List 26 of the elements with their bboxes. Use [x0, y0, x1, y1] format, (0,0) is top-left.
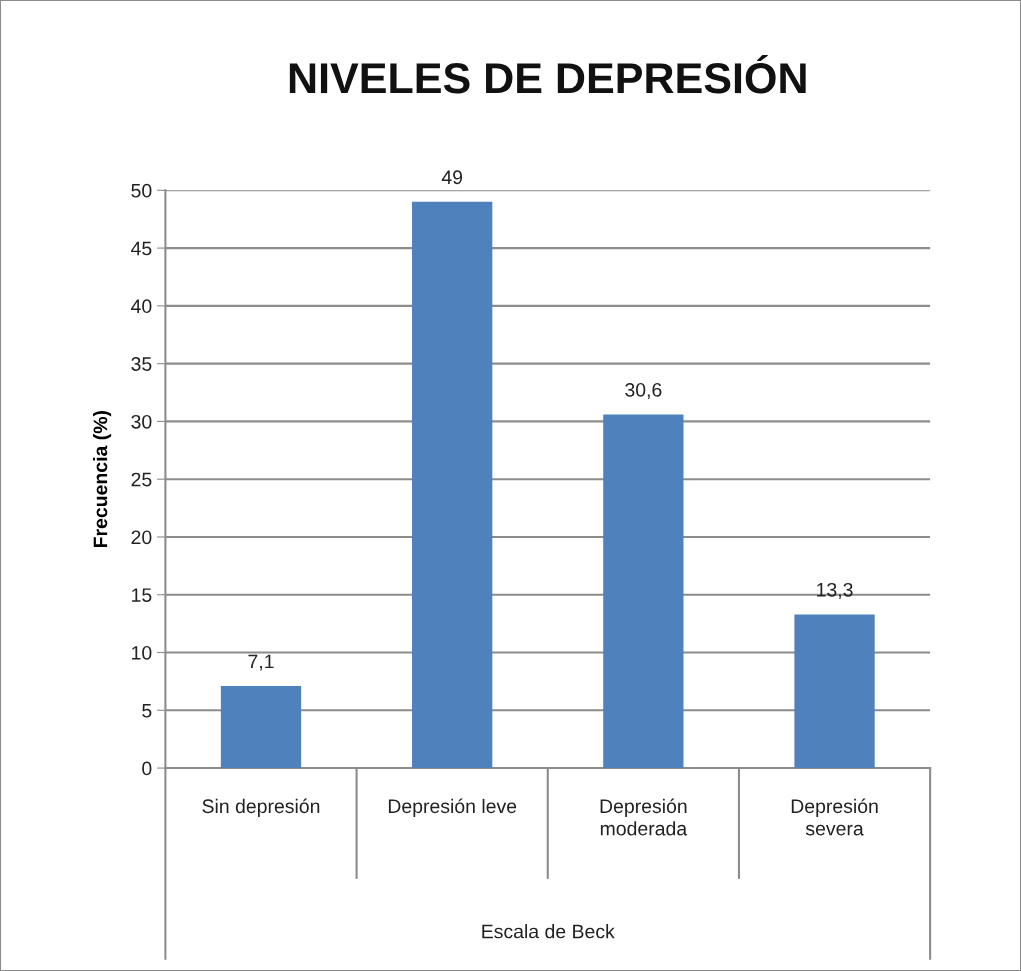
y-tick-label: 35	[131, 357, 152, 371]
data-label: 49	[441, 170, 463, 185]
y-tick-label: 45	[131, 241, 152, 256]
data-label: 30,6	[625, 382, 662, 400]
y-tick-label: 30	[131, 414, 152, 429]
y-tick-label: 25	[131, 472, 152, 487]
x-tick-label: Depresión severa	[791, 798, 878, 836]
x-tick-label: Depresión moderada	[600, 798, 688, 836]
x-tick-label: Sin depresión	[202, 798, 320, 817]
data-label: 7,1	[248, 654, 274, 671]
bar	[220, 686, 302, 769]
data-label: 13,3	[817, 582, 853, 599]
bar	[603, 414, 684, 769]
y-tick-label: 0	[142, 761, 152, 776]
y-tick-label: 15	[132, 588, 152, 602]
y-tick-label: 10	[132, 645, 152, 660]
x-axis-title: Escala de Beck	[482, 924, 615, 939]
bar	[794, 614, 875, 769]
x-tick-label: Depresión leve	[388, 798, 517, 817]
chart-title: NIVELES DE DEPRESIÓN	[289, 54, 806, 94]
bar	[412, 201, 493, 769]
y-axis-title: Frecuencia (%)	[93, 410, 112, 548]
y-tick-label: 20	[131, 530, 152, 545]
y-tick-label: 40	[131, 299, 152, 314]
y-tick-label: 50	[131, 183, 152, 198]
y-tick-label: 5	[142, 703, 152, 718]
